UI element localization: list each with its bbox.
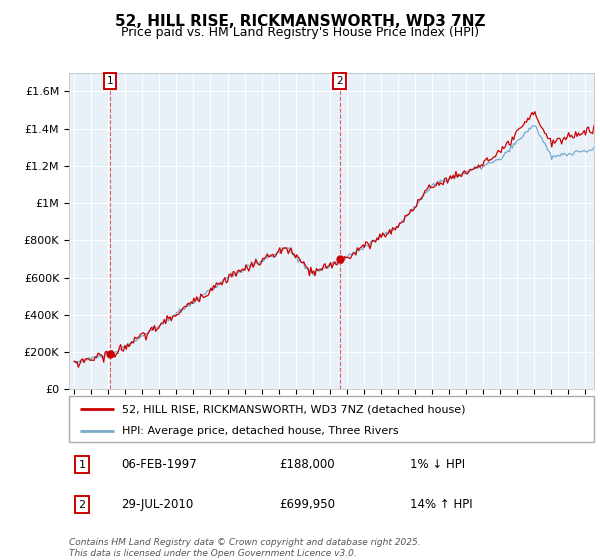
Text: £699,950: £699,950 <box>279 498 335 511</box>
Text: 06-FEB-1997: 06-FEB-1997 <box>121 458 197 471</box>
Text: Contains HM Land Registry data © Crown copyright and database right 2025.
This d: Contains HM Land Registry data © Crown c… <box>69 538 421 558</box>
Text: 52, HILL RISE, RICKMANSWORTH, WD3 7NZ: 52, HILL RISE, RICKMANSWORTH, WD3 7NZ <box>115 14 485 29</box>
Text: 1: 1 <box>79 460 86 470</box>
Text: £188,000: £188,000 <box>279 458 335 471</box>
Text: 2: 2 <box>79 500 86 510</box>
Text: 1: 1 <box>107 76 113 86</box>
Text: Price paid vs. HM Land Registry's House Price Index (HPI): Price paid vs. HM Land Registry's House … <box>121 26 479 39</box>
Text: 29-JUL-2010: 29-JUL-2010 <box>121 498 194 511</box>
Text: 14% ↑ HPI: 14% ↑ HPI <box>410 498 473 511</box>
Text: 2: 2 <box>336 76 343 86</box>
Text: HPI: Average price, detached house, Three Rivers: HPI: Average price, detached house, Thre… <box>121 426 398 436</box>
Text: 52, HILL RISE, RICKMANSWORTH, WD3 7NZ (detached house): 52, HILL RISE, RICKMANSWORTH, WD3 7NZ (d… <box>121 404 465 414</box>
FancyBboxPatch shape <box>69 396 594 442</box>
Text: 1% ↓ HPI: 1% ↓ HPI <box>410 458 466 471</box>
